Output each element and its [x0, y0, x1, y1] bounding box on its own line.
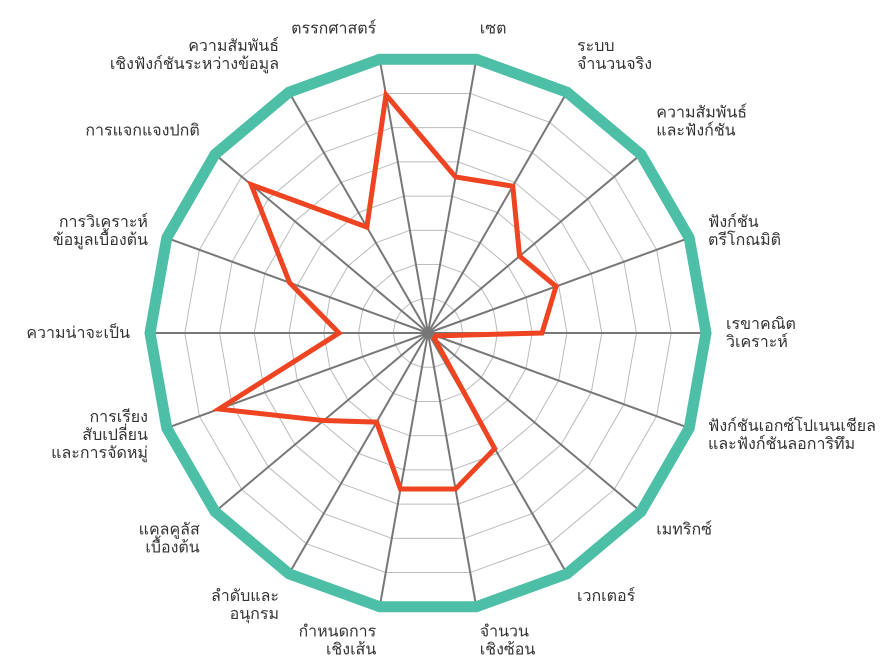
axis-line	[166, 236, 429, 334]
data-line	[211, 88, 559, 492]
axis-label-line: ลำดับและ	[211, 586, 279, 605]
axis-label: ความสัมพันธ์เชิงฟังก์ชันระหว่างข้อมูล	[110, 36, 279, 74]
axis-label: เรขาคณิตวิเคราะห์	[726, 314, 796, 351]
axis-label-line: เซต	[480, 19, 507, 38]
axis-label-line: ระบบ	[577, 36, 615, 55]
axis-label-line: แคลคูลัส	[139, 520, 200, 540]
axis-line	[427, 332, 690, 430]
axis-label: เมทริกซ์	[656, 520, 712, 539]
axis-label-line: เมทริกซ์	[656, 520, 712, 539]
axis-label: เซต	[480, 19, 507, 38]
outer-ring	[144, 53, 712, 613]
axis-label-line: การเรียง	[89, 407, 148, 426]
axis-label-line: ตรีโกณมิติ	[708, 230, 781, 249]
axis-label: แคลคูลัสเบื้องต้น	[139, 520, 200, 557]
axis-line	[288, 91, 429, 334]
axis-label: ฟังก์ชันตรีโกณมิติ	[708, 212, 781, 249]
axis-line	[378, 59, 429, 334]
axis-line	[427, 332, 478, 607]
axis-label-line: กำหนดการ	[298, 621, 376, 640]
axis-label-line: สับเปลี่ยน	[82, 423, 148, 444]
axis-label: การวิเคราะห์ข้อมูลเบื้องต้น	[53, 212, 148, 250]
axis-label-line: เรขาคณิต	[726, 314, 796, 333]
axis-label: ฟังก์ชันเอกซ์โปเนนเชียลและฟังก์ชันลอการิ…	[708, 416, 876, 453]
axis-label-line: ความสัมพันธ์	[656, 102, 747, 121]
axis-label: ระบบจำนวนจริง	[577, 36, 652, 73]
axis-line	[288, 332, 429, 575]
axis-label: เวกเตอร์	[577, 586, 636, 605]
axis-label-line: ตรรกศาสตร์	[291, 19, 377, 38]
axis-line	[427, 59, 478, 334]
axis-label-line: เชิงซ้อน	[480, 639, 536, 658]
axis-label-line: และฟังก์ชันลอการิทึม	[708, 434, 855, 453]
axis-label: ความน่าจะเป็น	[26, 322, 130, 342]
axis-line	[166, 332, 429, 430]
axis-label: กำหนดการเชิงเส้น	[298, 621, 376, 658]
axis-line	[427, 153, 642, 334]
axis-label-line: เบื้องต้น	[145, 536, 199, 557]
axis-line	[427, 332, 642, 513]
axis-label-line: การวิเคราะห์	[59, 212, 148, 231]
axis-label-line: จำนวน	[480, 621, 529, 640]
axis-label-line: เชิงเส้น	[326, 639, 376, 658]
axis-label-line: การแจกแจงปกติ	[85, 120, 199, 139]
axis-line	[427, 91, 568, 334]
axis-label: ตรรกศาสตร์	[291, 19, 377, 38]
axis-label-line: อนุกรม	[230, 604, 279, 624]
axis-label: จำนวนเชิงซ้อน	[480, 621, 536, 658]
axis-label: ความสัมพันธ์และฟังก์ชัน	[656, 102, 747, 139]
axis-label: ลำดับและอนุกรม	[211, 586, 279, 624]
axis-label-line: วิเคราะห์	[726, 332, 788, 351]
axis-label-line: ความสัมพันธ์	[188, 36, 279, 55]
axis-label-line: ฟังก์ชัน	[708, 212, 759, 231]
axis-label-line: และการจัดหมู่	[51, 443, 148, 463]
axis-label-line: จำนวนจริง	[577, 54, 652, 73]
axis-label-line: ฟังก์ชันเอกซ์โปเนนเชียล	[708, 416, 876, 435]
axis-label-line: เชิงฟังก์ชันระหว่างข้อมูล	[110, 54, 279, 74]
axis-label: การเรียงสับเปลี่ยนและการจัดหมู่	[51, 407, 148, 463]
axis-label-line: ความน่าจะเป็น	[26, 322, 130, 342]
axis-label-line: เวกเตอร์	[577, 586, 636, 605]
axis-label-line: และฟังก์ชัน	[656, 120, 735, 139]
axis-label: การแจกแจงปกติ	[85, 120, 199, 139]
axis-line	[378, 332, 429, 607]
axis-line	[214, 153, 429, 334]
axis-label-line: ข้อมูลเบื้องต้น	[53, 228, 148, 250]
